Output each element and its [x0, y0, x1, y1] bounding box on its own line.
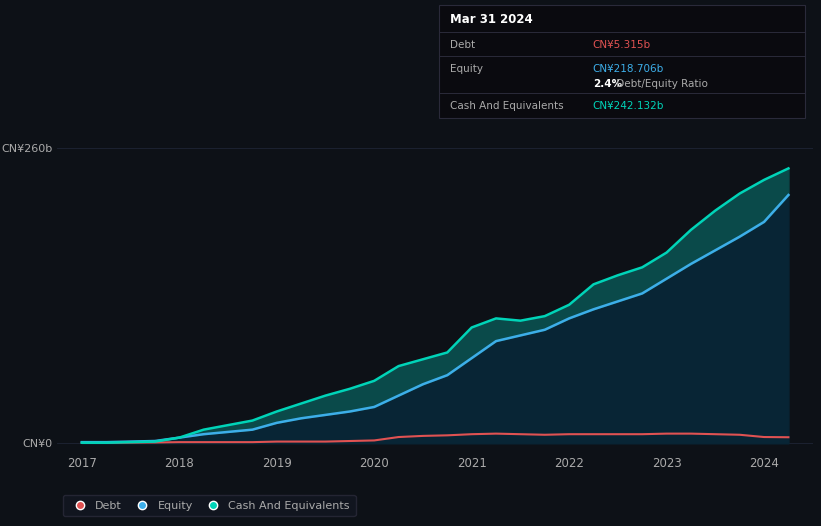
Text: CN¥218.706b: CN¥218.706b: [593, 64, 664, 74]
Text: CN¥5.315b: CN¥5.315b: [593, 40, 651, 50]
Text: Debt/Equity Ratio: Debt/Equity Ratio: [613, 79, 708, 89]
Text: Equity: Equity: [450, 64, 484, 74]
Text: Cash And Equivalents: Cash And Equivalents: [450, 101, 564, 111]
Text: Mar 31 2024: Mar 31 2024: [450, 14, 533, 26]
Text: 2.4%: 2.4%: [593, 79, 621, 89]
Text: Debt: Debt: [450, 40, 475, 50]
Legend: Debt, Equity, Cash And Equivalents: Debt, Equity, Cash And Equivalents: [63, 495, 355, 516]
Text: CN¥242.132b: CN¥242.132b: [593, 101, 664, 111]
